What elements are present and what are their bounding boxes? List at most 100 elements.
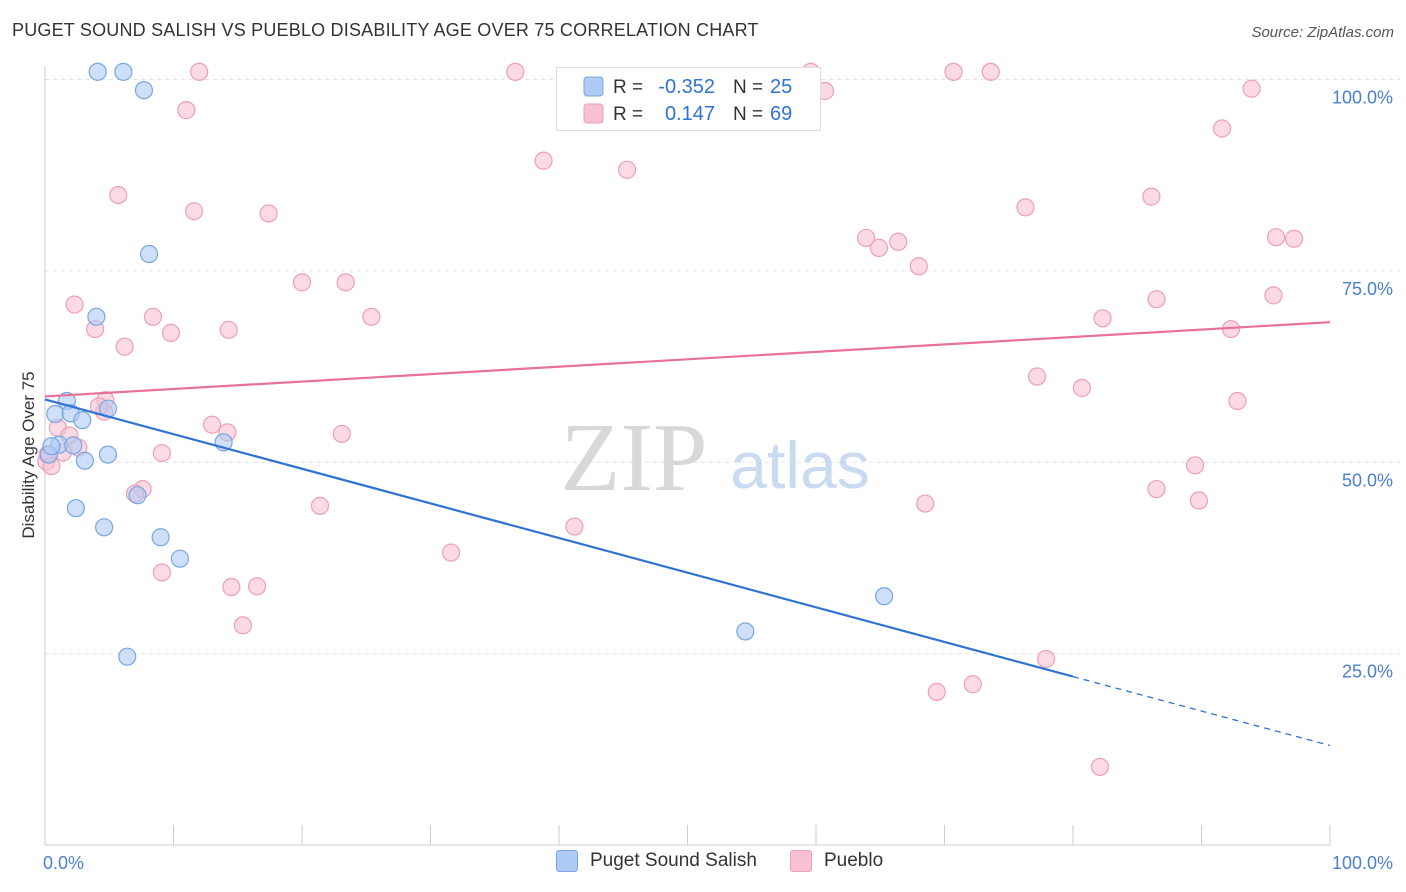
salish-point-18 bbox=[151, 528, 170, 547]
pueblo-point-36 bbox=[1072, 378, 1092, 398]
legend-r-value-1: -0.352 bbox=[658, 76, 715, 98]
legend-n-label-1: N = bbox=[733, 77, 763, 98]
legend-r-label-1: R = bbox=[613, 77, 643, 98]
legend-n-label-2: N = bbox=[733, 104, 763, 125]
salish-point-2 bbox=[134, 81, 154, 100]
pueblo-point-11 bbox=[109, 185, 128, 205]
salish-point-19 bbox=[170, 549, 190, 568]
legend-r-value-2: 0.147 bbox=[665, 103, 715, 125]
y-axis-label: Disability Age Over 75 bbox=[19, 371, 38, 538]
legend-box: R = -0.352 N = 25 R = 0.147 N = 69 bbox=[556, 67, 821, 131]
y-tick-label-3: 100.0% bbox=[1332, 88, 1393, 108]
y-tick-label-0: 25.0% bbox=[1342, 662, 1393, 682]
salish-point-11 bbox=[64, 436, 83, 455]
pueblo-point-31 bbox=[161, 323, 181, 342]
pueblo-point-25 bbox=[143, 307, 163, 326]
pueblo-point-64 bbox=[1090, 757, 1110, 777]
pueblo-point-63 bbox=[963, 675, 982, 694]
pueblo-point-23 bbox=[336, 273, 355, 292]
salish-point-3 bbox=[139, 244, 159, 264]
pueblo-point-6 bbox=[1242, 79, 1261, 98]
pueblo-point-34 bbox=[115, 337, 134, 356]
pueblo-point-28 bbox=[1093, 309, 1112, 328]
x-tick-label-0: 0.0% bbox=[43, 853, 84, 873]
chart-source: Source: ZipAtlas.com bbox=[1251, 24, 1394, 41]
legend-swatch-pueblo bbox=[583, 103, 604, 124]
grid-lines bbox=[45, 79, 1400, 655]
pueblo-point-10 bbox=[1212, 119, 1232, 138]
salish-point-16 bbox=[66, 499, 85, 518]
pueblo-point-51 bbox=[310, 496, 330, 515]
pueblo-point-55 bbox=[565, 517, 584, 536]
salish-point-14 bbox=[75, 451, 94, 470]
pueblo-point-15 bbox=[1142, 187, 1161, 206]
tick-labels: 25.0% 50.0% 75.0% 100.0% 0.0% 100.0% bbox=[43, 88, 1393, 874]
salish-point-4 bbox=[87, 307, 106, 326]
pueblo-point-21 bbox=[1284, 229, 1304, 248]
pueblo-point-48 bbox=[1185, 456, 1205, 475]
pueblo-point-29 bbox=[1264, 286, 1283, 305]
pueblo-point-4 bbox=[981, 62, 1000, 81]
pueblo-point-1 bbox=[506, 62, 525, 81]
pueblo-point-57 bbox=[152, 563, 172, 582]
salish-point-24 bbox=[42, 437, 61, 456]
pueblo-point-58 bbox=[222, 577, 241, 597]
salish-point-6 bbox=[46, 404, 65, 424]
pueblo-point-26 bbox=[362, 307, 381, 326]
chart-title: PUGET SOUND SALISH VS PUEBLO DISABILITY … bbox=[12, 20, 759, 40]
pueblo-point-22 bbox=[292, 273, 312, 292]
pueblo-point-13 bbox=[259, 204, 278, 223]
salish-point-20 bbox=[128, 486, 147, 505]
pueblo-point-16 bbox=[857, 228, 876, 248]
salish-point-0 bbox=[88, 62, 107, 81]
y-tick-label-1: 50.0% bbox=[1342, 470, 1393, 490]
pueblo-point-61 bbox=[1036, 649, 1056, 669]
pueblo-point-53 bbox=[1147, 479, 1166, 499]
watermark-atlas: atlas bbox=[730, 428, 869, 502]
pueblo-point-3 bbox=[944, 62, 963, 81]
bottom-legend-label-salish: Puget Sound Salish bbox=[590, 850, 757, 871]
pueblo-point-35 bbox=[1027, 367, 1047, 386]
pueblo-trend-line bbox=[44, 321, 1331, 398]
y-tick-label-2: 75.0% bbox=[1342, 279, 1393, 299]
legend-r-label-2: R = bbox=[613, 104, 643, 125]
bottom-legend-label-pueblo: Pueblo bbox=[824, 850, 884, 871]
bottom-legend-pueblo: Pueblo bbox=[790, 850, 883, 872]
pueblo-point-18 bbox=[889, 232, 908, 251]
pueblo-point-54 bbox=[1189, 491, 1209, 510]
salish-point-21 bbox=[118, 647, 137, 666]
salish-point-13 bbox=[98, 445, 118, 464]
pueblo-point-43 bbox=[202, 415, 222, 434]
pueblo-point-37 bbox=[1228, 391, 1247, 411]
pueblo-point-0 bbox=[190, 62, 209, 81]
salish-point-17 bbox=[95, 518, 114, 537]
pueblo-point-45 bbox=[332, 424, 351, 444]
pueblo-point-62 bbox=[927, 682, 946, 702]
pueblo-point-47 bbox=[152, 443, 172, 463]
legend-n-value-2: 69 bbox=[770, 103, 792, 125]
legend-n-value-1: 25 bbox=[770, 76, 792, 98]
pueblo-point-59 bbox=[247, 577, 267, 596]
salish-point-23 bbox=[875, 587, 894, 606]
legend-svg: R = -0.352 N = 25 R = 0.147 N = 69 bbox=[583, 76, 792, 125]
pueblo-point-32 bbox=[219, 320, 238, 339]
trend-lines bbox=[44, 321, 1331, 747]
pueblo-point-27 bbox=[1147, 290, 1166, 309]
pueblo-point-24 bbox=[65, 295, 84, 314]
legend-swatch-salish bbox=[583, 76, 604, 97]
salish-trend-line bbox=[44, 398, 1074, 678]
salish-point-1 bbox=[114, 62, 133, 81]
salish-point-22 bbox=[736, 622, 755, 641]
x-tick-label-1: 100.0% bbox=[1332, 853, 1393, 873]
bottom-legend-salish: Puget Sound Salish bbox=[556, 850, 757, 872]
pueblo-point-19 bbox=[909, 257, 928, 276]
bottom-legend-swatch-salish bbox=[556, 850, 578, 872]
pueblo-point-20 bbox=[1266, 228, 1286, 247]
pueblo-point-56 bbox=[441, 543, 461, 562]
pueblo-point-7 bbox=[177, 101, 196, 120]
pueblo-point-60 bbox=[233, 616, 252, 635]
pueblo-point-9 bbox=[618, 160, 637, 179]
pueblo-point-8 bbox=[534, 151, 553, 170]
watermark-zip: ZIP bbox=[561, 404, 708, 512]
